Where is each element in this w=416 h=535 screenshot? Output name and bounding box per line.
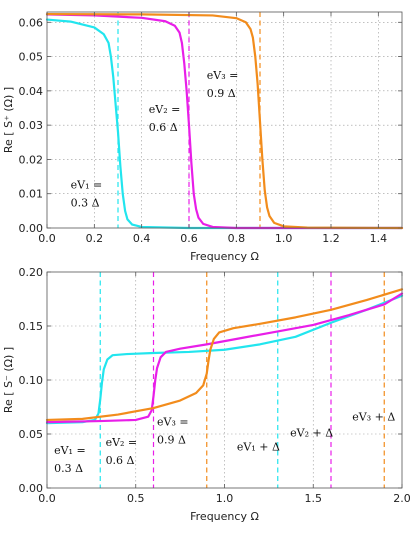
y-tick-label: 0.10: [19, 374, 44, 387]
annotation-line1: eV₃ =: [207, 69, 239, 82]
x-tick-label: 1.0: [216, 492, 234, 505]
x-tick-label: 0.4: [133, 232, 151, 245]
x-tick-label: 0.2: [86, 232, 104, 245]
y-tick-label: 0.03: [19, 119, 44, 132]
annotation-line1: eV₃ + Δ: [352, 411, 395, 424]
x-tick-label: 0.0: [38, 232, 56, 245]
annotation-line1: eV₁ =: [71, 179, 103, 192]
annotation-line1: eV₁ =: [54, 444, 86, 457]
x-tick-label: 1.5: [305, 492, 323, 505]
y-tick-label: 0.01: [19, 188, 44, 201]
series-line-eV2: [45, 13, 404, 230]
series-line-eV2: [45, 292, 404, 424]
y-axis-label: Re [ S⁺ (Ω) ]: [2, 87, 15, 153]
y-tick-label: 0.20: [19, 266, 44, 279]
annotation-line1: eV₁ + Δ: [237, 441, 280, 454]
x-tick-label: 2.0: [393, 492, 411, 505]
annotation-line1: eV₂ =: [149, 103, 181, 116]
x-tick-label: 0.8: [228, 232, 246, 245]
y-tick-label: 0.04: [19, 85, 44, 98]
top-panel: 0.0 0.2 0.4 0.6 0.8 1.0 1.2 1.4 0.00 0.01 0.02 0.03…: [2, 11, 404, 263]
bottom-panel: 0.0 0.5 1.0 1.5 2.0 0.00 0.05 0.10 0.15 0.20 Frequ…: [2, 266, 411, 523]
y-tick-label: 0.00: [19, 222, 44, 235]
series-line-eV1: [45, 294, 404, 425]
y-tick-label: 0.06: [19, 16, 44, 29]
annotation-line2: 0.9 Δ: [207, 87, 236, 100]
y-tick-label: 0.15: [19, 320, 44, 333]
x-tick-label: 1.0: [275, 232, 293, 245]
x-tick-label: 1.2: [322, 232, 340, 245]
y-tick-label: 0.05: [19, 51, 44, 64]
series-line-eV3: [45, 288, 404, 422]
y-tick-label: 0.00: [19, 482, 44, 495]
y-tick-label: 0.05: [19, 428, 44, 441]
x-tick-label: 1.4: [370, 232, 388, 245]
annotation-line2: 0.3 Δ: [71, 197, 100, 210]
x-axis-label: Frequency Ω: [190, 510, 259, 523]
annotation-line2: 0.6 Δ: [106, 454, 135, 467]
series-line-eV3: [45, 12, 404, 230]
annotation-line1: eV₂ + Δ: [290, 427, 333, 440]
annotation-line1: eV₃ =: [157, 415, 189, 428]
annotation-line2: 0.9 Δ: [157, 433, 186, 446]
y-tick-label: 0.02: [19, 153, 44, 166]
plot-frame: [46, 11, 403, 229]
series-line-eV1: [45, 18, 404, 230]
x-tick-label: 0.0: [38, 492, 56, 505]
x-tick-label: 0.5: [127, 492, 145, 505]
y-axis-label: Re [ S⁻ (Ω) ]: [2, 347, 15, 413]
x-tick-label: 0.6: [180, 232, 198, 245]
x-axis-label: Frequency Ω: [190, 250, 259, 263]
annotation-line1: eV₂ =: [106, 436, 138, 449]
annotation-line2: 0.6 Δ: [149, 121, 178, 134]
annotation-line2: 0.3 Δ: [54, 462, 83, 475]
